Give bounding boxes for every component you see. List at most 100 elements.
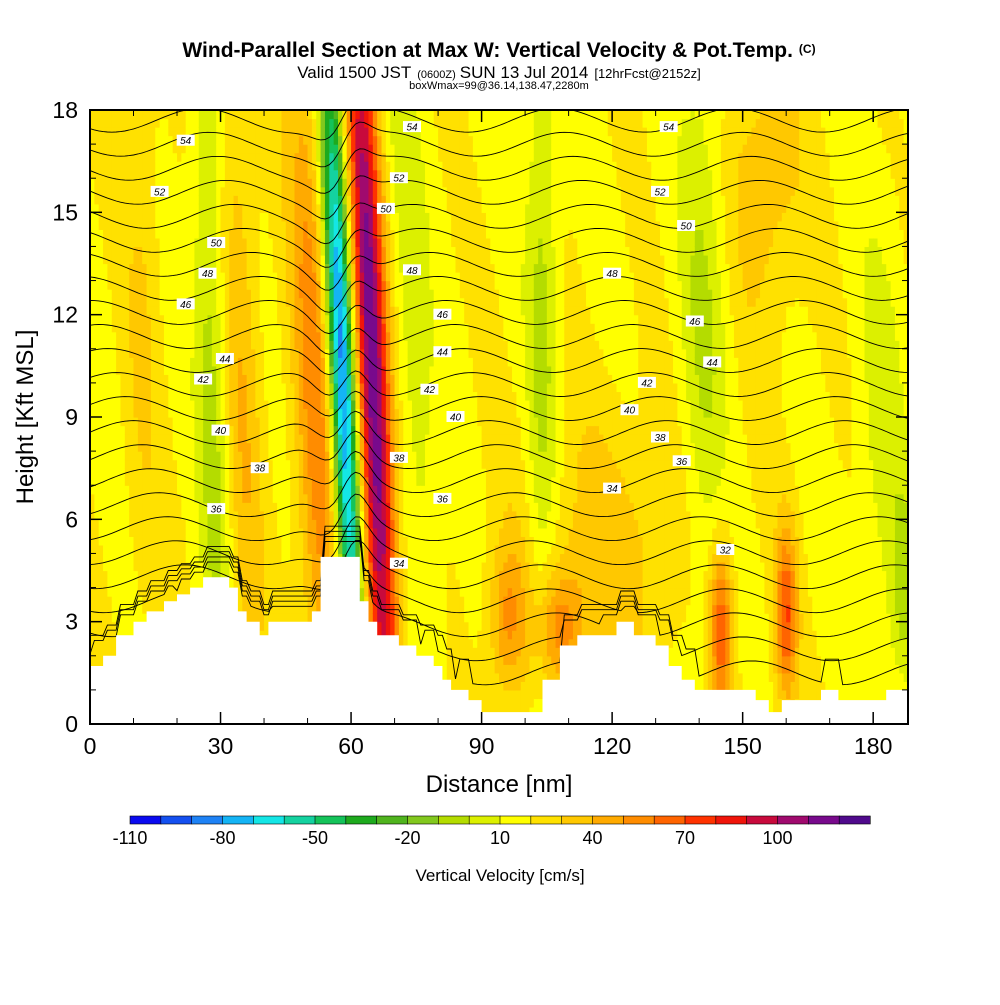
velocity-cell — [185, 579, 191, 589]
velocity-cell — [320, 246, 326, 256]
velocity-cell — [237, 169, 243, 179]
velocity-cell — [351, 544, 357, 555]
velocity-cell — [107, 510, 113, 520]
velocity-cell — [224, 476, 230, 486]
velocity-cell — [320, 118, 326, 128]
velocity-cell — [316, 434, 322, 444]
velocity-cell — [338, 186, 343, 196]
velocity-cell — [259, 144, 265, 154]
velocity-cell — [294, 519, 300, 529]
velocity-cell — [194, 502, 200, 512]
velocity-cell — [129, 348, 135, 358]
velocity-cell — [250, 579, 256, 589]
velocity-cell — [298, 544, 304, 555]
velocity-cell — [116, 306, 122, 316]
velocity-cell — [364, 502, 370, 512]
velocity-cell — [329, 135, 335, 145]
velocity-cell — [98, 510, 104, 520]
velocity-cell — [120, 613, 126, 623]
velocity-cell — [116, 263, 122, 273]
velocity-cell — [307, 220, 313, 230]
velocity-cell — [355, 246, 361, 256]
velocity-cell — [268, 399, 274, 410]
velocity-cell — [346, 229, 352, 239]
velocity-cell — [120, 570, 126, 580]
velocity-cell — [177, 468, 182, 478]
velocity-cell — [168, 527, 174, 537]
velocity-cell — [120, 144, 126, 154]
velocity-cell — [120, 110, 126, 120]
velocity-cell — [259, 280, 265, 290]
velocity-cell — [277, 604, 283, 614]
velocity-cell — [285, 169, 291, 179]
velocity-cell — [229, 306, 235, 316]
velocity-cell — [385, 408, 391, 418]
velocity-cell — [194, 289, 200, 299]
velocity-cell — [190, 365, 196, 375]
velocity-cell — [142, 203, 148, 213]
velocity-cell — [107, 365, 113, 375]
velocity-cell — [320, 263, 326, 273]
velocity-cell — [281, 229, 287, 239]
velocity-cell — [290, 442, 296, 452]
velocity-cell — [90, 579, 95, 589]
velocity-cell — [129, 476, 135, 486]
velocity-cell — [259, 195, 265, 205]
velocity-cell — [146, 408, 152, 418]
velocity-cell — [216, 527, 222, 537]
velocity-cell — [316, 331, 322, 341]
velocity-cell — [351, 161, 357, 171]
velocity-cell — [159, 374, 165, 384]
velocity-cell — [268, 485, 274, 495]
velocity-cell — [342, 493, 348, 503]
velocity-cell — [207, 144, 213, 154]
velocity-cell — [98, 630, 104, 640]
velocity-cell — [120, 272, 126, 282]
velocity-cell — [298, 110, 304, 120]
velocity-cell — [298, 459, 304, 469]
velocity-cell — [355, 544, 361, 555]
velocity-cell — [220, 203, 226, 213]
velocity-cell — [255, 434, 261, 444]
velocity-cell — [224, 510, 230, 520]
velocity-cell — [124, 323, 130, 333]
velocity-cell — [229, 451, 235, 461]
velocity-cell — [198, 382, 204, 393]
velocity-cell — [351, 493, 357, 503]
velocity-cell — [190, 417, 196, 427]
velocity-cell — [216, 374, 222, 384]
velocity-cell — [285, 237, 291, 248]
velocity-cell — [307, 212, 313, 222]
velocity-cell — [133, 553, 139, 563]
velocity-cell — [329, 374, 335, 384]
velocity-cell — [285, 178, 291, 188]
velocity-cell — [316, 272, 322, 282]
velocity-cell — [311, 340, 317, 350]
velocity-cell — [342, 169, 348, 179]
velocity-cell — [116, 399, 122, 410]
velocity-cell — [237, 596, 243, 606]
velocity-cell — [198, 127, 204, 137]
velocity-cell — [194, 382, 200, 393]
velocity-cell — [168, 178, 174, 188]
velocity-cell — [277, 203, 283, 213]
velocity-cell — [220, 306, 226, 316]
velocity-cell — [277, 391, 283, 401]
velocity-cell — [198, 365, 204, 375]
velocity-cell — [103, 237, 108, 248]
velocity-cell — [177, 246, 182, 256]
velocity-cell — [233, 485, 239, 495]
velocity-cell — [364, 425, 370, 435]
velocity-cell — [190, 272, 196, 282]
velocity-cell — [155, 476, 161, 486]
velocity-cell — [94, 203, 100, 213]
velocity-cell — [377, 110, 383, 120]
velocity-cell — [94, 638, 100, 648]
velocity-cell — [285, 152, 291, 162]
velocity-cell — [211, 510, 217, 520]
velocity-cell — [333, 357, 339, 367]
velocity-cell — [190, 357, 196, 367]
velocity-cell — [190, 425, 196, 435]
velocity-cell — [381, 289, 387, 299]
velocity-cell — [272, 613, 278, 623]
